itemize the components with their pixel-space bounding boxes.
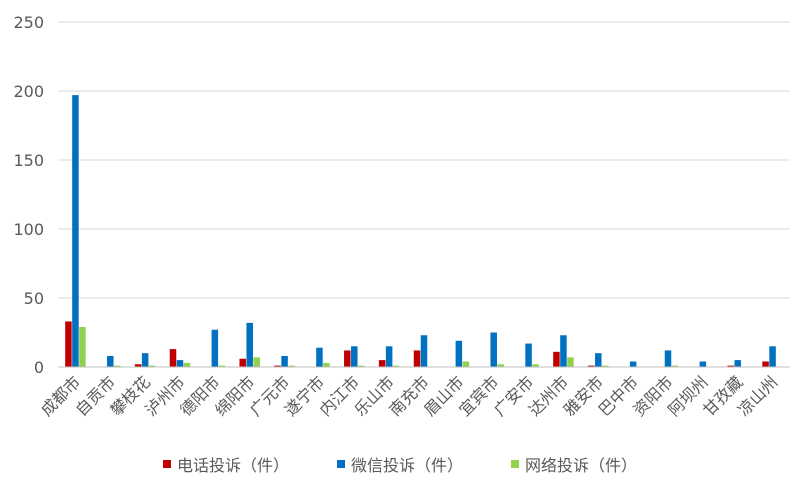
bar-2 — [316, 347, 323, 367]
bar-1 — [239, 358, 246, 367]
bar-2 — [107, 355, 114, 367]
y-axis-ticks: 0 50 100 150 200 250 — [13, 13, 44, 377]
legend-swatch — [511, 460, 519, 468]
x-tick-label: 凉山州 — [734, 372, 781, 419]
y-tick-label: 0 — [34, 358, 44, 377]
bar-2 — [769, 346, 776, 367]
bar-3 — [602, 365, 609, 367]
bar-3 — [567, 357, 574, 367]
bar-3 — [358, 365, 365, 367]
bar-2 — [560, 335, 567, 367]
bar-1 — [762, 361, 769, 367]
bar-2 — [490, 332, 497, 367]
bar-1 — [134, 364, 142, 367]
bar-1 — [344, 350, 351, 367]
legend-swatch — [337, 460, 345, 468]
bar-3 — [462, 361, 470, 367]
bar-2 — [455, 340, 463, 367]
bar-2 — [72, 95, 79, 367]
bar-2 — [281, 355, 288, 367]
bar-3 — [392, 365, 400, 367]
y-tick-label: 250 — [13, 13, 44, 32]
y-tick-label: 50 — [24, 289, 44, 308]
bar-3 — [288, 365, 295, 367]
bar-1 — [413, 350, 421, 367]
legend-label: 电话投诉（件） — [177, 456, 289, 475]
bar-3 — [148, 365, 156, 367]
bar-1 — [727, 365, 734, 367]
bar-3 — [671, 365, 679, 367]
bar-3 — [497, 364, 504, 367]
bar-1 — [378, 360, 386, 367]
y-tick-label: 100 — [13, 220, 44, 239]
y-tick-label: 200 — [13, 82, 44, 101]
bar-3 — [323, 362, 330, 367]
bar-2 — [629, 361, 637, 367]
legend: 电话投诉（件） 微信投诉（件） 网络投诉（件） — [163, 456, 637, 475]
legend-label: 网络投诉（件） — [525, 456, 637, 475]
bar-2 — [525, 343, 532, 367]
bar-3 — [114, 365, 121, 367]
bar-2 — [420, 335, 428, 367]
bar-1 — [588, 365, 595, 367]
bar-3 — [532, 364, 539, 367]
bar-2 — [385, 346, 393, 367]
bar-2 — [351, 346, 358, 367]
legend-label: 微信投诉（件） — [351, 456, 463, 475]
gridlines — [58, 21, 790, 299]
bar-1 — [65, 321, 72, 367]
bar-2 — [699, 361, 707, 367]
legend-swatch — [163, 460, 171, 468]
bar-2 — [734, 360, 741, 367]
bars — [65, 95, 776, 367]
bar-3 — [253, 357, 260, 367]
x-axis-ticks: 成都市自贡市攀枝花泸州市德阳市绵阳市广元市遂宁市内江市乐山市南充市眉山市宜宾市广… — [37, 372, 782, 419]
bar-3 — [218, 365, 226, 367]
bar-2 — [595, 353, 602, 367]
bar-1 — [553, 351, 560, 367]
bar-1 — [169, 349, 177, 367]
bar-2 — [211, 329, 219, 367]
bar-3 — [79, 326, 86, 367]
bar-2 — [176, 360, 184, 367]
bar-3 — [183, 362, 191, 367]
bar-2 — [141, 353, 149, 367]
bar-2 — [664, 350, 672, 367]
bar-1 — [274, 365, 281, 367]
y-tick-label: 150 — [13, 151, 44, 170]
bar-2 — [246, 322, 253, 367]
